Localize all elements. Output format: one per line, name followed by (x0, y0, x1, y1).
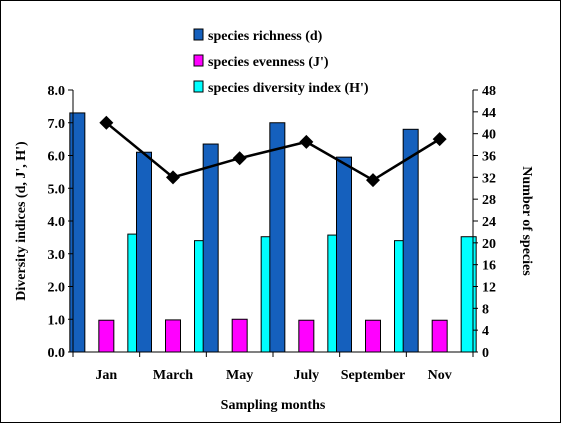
x-tick-label: Nov (428, 368, 452, 383)
y2-tick-label: 0 (482, 346, 489, 361)
y-tick-label: 7.0 (48, 117, 66, 132)
bar-july-series-1 (298, 319, 315, 353)
x-tick-label: Jan (95, 368, 117, 383)
y2-tick-label: 8 (482, 302, 489, 317)
y-tick-label: 1.0 (48, 313, 66, 328)
y2-tick-label: 32 (482, 171, 496, 186)
legend-swatch-1 (193, 54, 204, 67)
y-tick-label: 8.0 (48, 84, 66, 99)
bar-march-series-0 (136, 151, 152, 353)
y-tick-label: 3.0 (48, 248, 66, 263)
axes-group: 0.01.02.03.04.05.06.07.08.00481216202428… (48, 84, 497, 383)
y-tick-label: 2.0 (48, 281, 66, 296)
y2-tick-label: 24 (482, 215, 496, 230)
y2-tick-label: 48 (482, 84, 496, 99)
bar-may-series-1 (231, 318, 248, 353)
y-tick-label: 4.0 (48, 215, 66, 230)
y2-tick-label: 36 (482, 150, 496, 165)
y2-tick-label: 16 (482, 259, 496, 274)
bar-jan-series-0 (69, 112, 86, 353)
y2-tick-label: 40 (482, 128, 496, 143)
x-tick-label: May (226, 368, 253, 383)
species-count-point-march (166, 170, 180, 185)
x-axis-title: Sampling months (221, 398, 326, 413)
y-tick-label: 0.0 (48, 346, 66, 361)
bar-july-series-0 (269, 122, 286, 353)
x-tick-label: September (341, 368, 406, 383)
bar-nov-series-2 (460, 236, 477, 353)
species-count-line (105, 121, 441, 182)
bar-jan-series-1 (98, 319, 115, 353)
y2-tick-label: 12 (482, 281, 496, 296)
y2-tick-label: 20 (482, 237, 496, 252)
x-tick-label: July (293, 368, 319, 383)
species-count-point-may (232, 151, 247, 166)
bar-nov-series-1 (431, 319, 448, 353)
y-axis-title: Diversity indices (d, J', H') (14, 141, 29, 301)
bar-september-series-1 (365, 319, 381, 353)
y2-tick-label: 28 (482, 193, 496, 208)
y2-axis-title: Number of species (519, 166, 534, 276)
species-count-point-september (366, 173, 380, 188)
bar-march-series-1 (165, 319, 181, 353)
legend: species richness (d) species evenness (J'… (193, 28, 369, 96)
species-count-point-jan (99, 115, 114, 130)
y2-tick-label: 44 (482, 106, 496, 121)
x-tick-label: March (153, 368, 193, 383)
species-count-point-july (299, 134, 314, 149)
bar-september-series-0 (336, 156, 352, 353)
y-tick-label: 5.0 (48, 182, 66, 197)
y-tick-label: 6.0 (48, 150, 66, 165)
y2-tick-label: 4 (482, 324, 489, 339)
legend-swatch-0 (193, 28, 204, 41)
species-count-line-group (99, 115, 447, 188)
legend-swatch-2 (193, 80, 204, 93)
bar-may-series-0 (202, 143, 219, 353)
species-count-point-nov (432, 132, 447, 147)
bar-nov-series-0 (402, 128, 419, 353)
legend-label-0: species richness (d) (208, 29, 323, 44)
legend-label-1: species evenness (J') (208, 55, 329, 70)
legend-label-2: species diversity index (H') (208, 81, 369, 96)
